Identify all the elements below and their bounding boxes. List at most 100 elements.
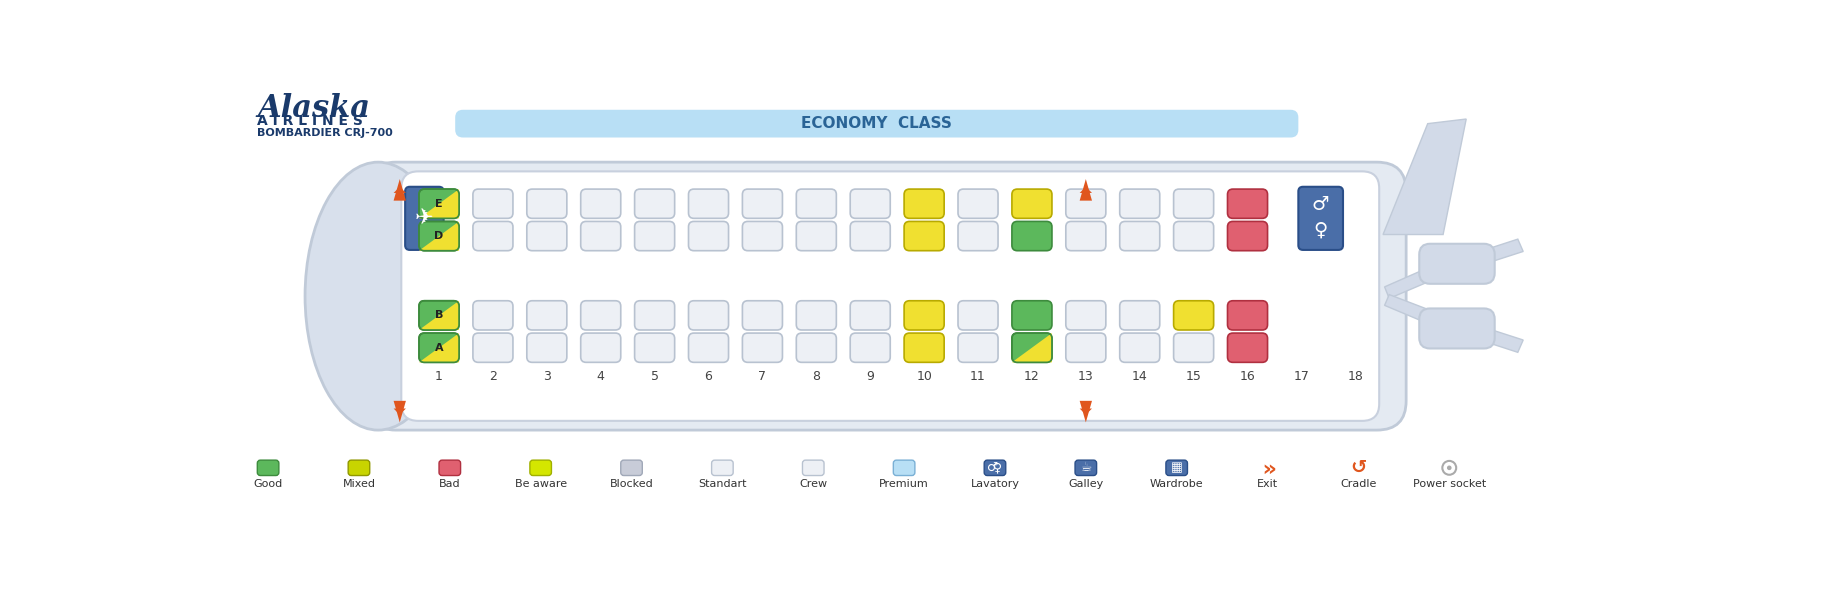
Text: Exit: Exit bbox=[1257, 479, 1277, 489]
Text: 10: 10 bbox=[917, 370, 931, 383]
Text: ECONOMY  CLASS: ECONOMY CLASS bbox=[800, 116, 952, 131]
Text: Good: Good bbox=[253, 479, 283, 489]
FancyBboxPatch shape bbox=[473, 301, 512, 330]
Text: Mixed: Mixed bbox=[342, 479, 375, 489]
FancyBboxPatch shape bbox=[347, 460, 370, 476]
FancyBboxPatch shape bbox=[634, 222, 675, 251]
Text: 7: 7 bbox=[758, 370, 767, 383]
FancyBboxPatch shape bbox=[850, 301, 889, 330]
Polygon shape bbox=[1079, 401, 1092, 422]
Text: ♂: ♂ bbox=[987, 462, 998, 475]
Text: 6: 6 bbox=[704, 370, 711, 383]
Text: Standart: Standart bbox=[699, 479, 747, 489]
Text: 17: 17 bbox=[1294, 370, 1308, 383]
Text: A I R L I N E S: A I R L I N E S bbox=[257, 115, 362, 128]
Text: 12: 12 bbox=[1024, 370, 1039, 383]
FancyBboxPatch shape bbox=[687, 189, 728, 219]
FancyBboxPatch shape bbox=[904, 189, 944, 219]
FancyBboxPatch shape bbox=[257, 460, 279, 476]
FancyBboxPatch shape bbox=[419, 222, 458, 251]
Polygon shape bbox=[767, 214, 1249, 289]
FancyBboxPatch shape bbox=[1120, 189, 1159, 219]
FancyBboxPatch shape bbox=[1166, 460, 1186, 476]
FancyBboxPatch shape bbox=[957, 301, 998, 330]
Polygon shape bbox=[767, 305, 1249, 378]
Text: «: « bbox=[1260, 458, 1273, 478]
FancyBboxPatch shape bbox=[885, 222, 1013, 262]
Text: D: D bbox=[434, 231, 444, 241]
FancyBboxPatch shape bbox=[621, 460, 641, 476]
FancyBboxPatch shape bbox=[743, 189, 782, 219]
FancyBboxPatch shape bbox=[743, 333, 782, 362]
FancyBboxPatch shape bbox=[634, 189, 675, 219]
FancyBboxPatch shape bbox=[1120, 333, 1159, 362]
Text: ♀: ♀ bbox=[1312, 220, 1327, 239]
FancyBboxPatch shape bbox=[1227, 301, 1268, 330]
FancyBboxPatch shape bbox=[796, 301, 835, 330]
FancyBboxPatch shape bbox=[904, 333, 944, 362]
Text: Bad: Bad bbox=[438, 479, 460, 489]
FancyBboxPatch shape bbox=[1064, 222, 1105, 251]
FancyBboxPatch shape bbox=[1173, 189, 1212, 219]
Text: Galley: Galley bbox=[1068, 479, 1103, 489]
Polygon shape bbox=[419, 189, 458, 219]
FancyBboxPatch shape bbox=[1120, 222, 1159, 251]
FancyBboxPatch shape bbox=[527, 333, 567, 362]
FancyBboxPatch shape bbox=[893, 460, 915, 476]
FancyBboxPatch shape bbox=[1011, 189, 1052, 219]
Polygon shape bbox=[394, 187, 407, 193]
Text: 9: 9 bbox=[867, 370, 874, 383]
Text: ↺: ↺ bbox=[1349, 459, 1366, 478]
Text: Lavatory: Lavatory bbox=[970, 479, 1018, 489]
FancyBboxPatch shape bbox=[1011, 301, 1052, 330]
Text: Be aware: Be aware bbox=[514, 479, 567, 489]
FancyBboxPatch shape bbox=[419, 301, 458, 330]
Ellipse shape bbox=[305, 162, 451, 430]
FancyBboxPatch shape bbox=[687, 301, 728, 330]
FancyBboxPatch shape bbox=[687, 333, 728, 362]
FancyBboxPatch shape bbox=[473, 222, 512, 251]
Polygon shape bbox=[419, 301, 458, 330]
FancyBboxPatch shape bbox=[850, 189, 889, 219]
FancyBboxPatch shape bbox=[796, 222, 835, 251]
Polygon shape bbox=[419, 222, 458, 251]
FancyBboxPatch shape bbox=[634, 333, 675, 362]
Polygon shape bbox=[1079, 409, 1092, 415]
FancyBboxPatch shape bbox=[1173, 333, 1212, 362]
Text: 13: 13 bbox=[1077, 370, 1094, 383]
FancyBboxPatch shape bbox=[885, 330, 1013, 370]
Text: ☕: ☕ bbox=[1079, 462, 1090, 475]
Polygon shape bbox=[1382, 119, 1465, 235]
FancyBboxPatch shape bbox=[1064, 189, 1105, 219]
Text: Premium: Premium bbox=[880, 479, 928, 489]
Polygon shape bbox=[1079, 187, 1092, 193]
FancyBboxPatch shape bbox=[1011, 222, 1052, 251]
FancyBboxPatch shape bbox=[743, 222, 782, 251]
Text: 15: 15 bbox=[1185, 370, 1201, 383]
FancyBboxPatch shape bbox=[401, 172, 1379, 421]
FancyBboxPatch shape bbox=[1173, 301, 1212, 330]
Text: ♂: ♂ bbox=[1312, 195, 1329, 214]
Text: ✈: ✈ bbox=[414, 208, 434, 228]
FancyBboxPatch shape bbox=[802, 460, 824, 476]
FancyBboxPatch shape bbox=[634, 301, 675, 330]
FancyBboxPatch shape bbox=[438, 460, 460, 476]
FancyBboxPatch shape bbox=[473, 189, 512, 219]
FancyBboxPatch shape bbox=[796, 333, 835, 362]
Polygon shape bbox=[1384, 295, 1523, 352]
Text: 4: 4 bbox=[597, 370, 604, 383]
Polygon shape bbox=[419, 333, 458, 362]
FancyBboxPatch shape bbox=[1074, 460, 1096, 476]
Text: A: A bbox=[434, 343, 444, 353]
FancyBboxPatch shape bbox=[580, 222, 621, 251]
FancyBboxPatch shape bbox=[580, 189, 621, 219]
FancyBboxPatch shape bbox=[904, 222, 944, 251]
FancyBboxPatch shape bbox=[711, 460, 734, 476]
FancyBboxPatch shape bbox=[1227, 333, 1268, 362]
Text: ♀: ♀ bbox=[992, 462, 1002, 475]
Text: 8: 8 bbox=[811, 370, 821, 383]
FancyBboxPatch shape bbox=[1419, 244, 1493, 284]
FancyBboxPatch shape bbox=[957, 189, 998, 219]
Text: Wardrobe: Wardrobe bbox=[1149, 479, 1203, 489]
Polygon shape bbox=[394, 179, 407, 201]
